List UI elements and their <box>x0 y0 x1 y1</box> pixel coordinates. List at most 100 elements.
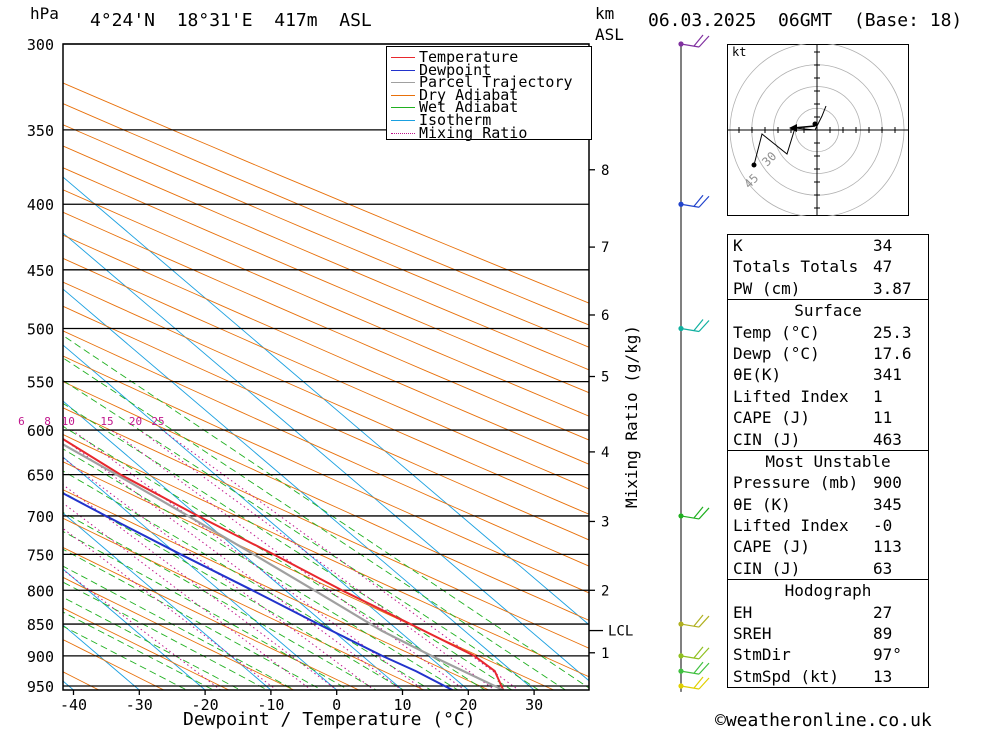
mixing-ratio-line <box>71 429 425 690</box>
wind-barb-flag <box>698 662 710 675</box>
isotherm-line <box>63 176 589 626</box>
footer-credit: ©weatheronline.co.uk <box>715 710 932 731</box>
wind-barb <box>680 614 710 628</box>
legend-entry: Isotherm <box>387 111 591 129</box>
row-value: 17.6 <box>873 343 912 363</box>
series-dewpoint-line <box>63 492 454 690</box>
surface-heading: Surface <box>728 299 928 321</box>
wind-barb-flag <box>698 320 710 332</box>
row-key: CAPE (J) <box>733 408 811 428</box>
row-key: SREH <box>733 624 772 644</box>
row-value: 341 <box>873 365 902 385</box>
isotherm-line <box>0 6 37 715</box>
wind-barb-shaft <box>680 685 700 690</box>
wet-adiabat-line <box>63 470 432 690</box>
lcl-label: LCL <box>608 624 633 640</box>
x-tick-label: -20 <box>192 696 219 714</box>
legend-swatch <box>391 120 415 121</box>
wind-barb-flag <box>693 614 704 627</box>
legend-entry: Dewpoint <box>387 62 591 77</box>
dry-adiabat-line <box>63 103 589 326</box>
table-row: StmDir 97° <box>728 644 928 665</box>
row-value: 27 <box>873 602 893 622</box>
mixing-ratio-line <box>63 457 376 690</box>
wet-adiabat-line <box>63 565 296 690</box>
wind-barb-flag <box>698 35 710 48</box>
dry-adiabat-line <box>63 381 589 621</box>
dry-adiabat-line <box>63 145 589 371</box>
pressure-tick-label: 850 <box>27 616 54 634</box>
row-value: 89 <box>873 624 893 644</box>
hodograph-surface-dot <box>812 121 818 127</box>
dry-adiabat-line <box>63 517 425 690</box>
wind-barb-shaft <box>680 655 700 660</box>
km-tick-label: 4 <box>601 445 609 461</box>
table-row: θE (K) 345 <box>728 494 928 515</box>
pressure-tick-label: 900 <box>27 648 54 666</box>
wet-adiabat-line <box>63 335 589 689</box>
row-key: K <box>733 236 743 255</box>
hodograph-top-dot <box>751 162 757 168</box>
row-key: Dewp (°C) <box>733 343 820 363</box>
pressure-tick-label: 550 <box>27 374 54 392</box>
mixing-ratio-axis-title: Mixing Ratio (g/kg) <box>622 324 641 508</box>
dry-adiabat-line <box>63 167 589 394</box>
wind-barb-flag <box>693 646 704 659</box>
legend-label: Mixing Ratio <box>419 123 528 142</box>
legend-swatch <box>391 107 415 109</box>
legend-label: Temperature <box>419 48 519 66</box>
table-row: PW (cm) 3.87 <box>728 278 928 299</box>
legend-label: Isotherm <box>419 111 492 129</box>
legend-entry: Mixing Ratio <box>387 123 591 142</box>
wet-adiabat-line <box>63 448 459 690</box>
datetime-title: 06.03.2025 06GMT (Base: 18) <box>648 10 963 31</box>
wind-barb-flag <box>698 615 710 628</box>
isotherm-line <box>63 344 469 690</box>
table-row: CIN (J) 63 <box>728 558 928 579</box>
x-tick-label: 30 <box>525 696 543 714</box>
dry-adiabat-line <box>63 189 589 417</box>
wind-level-dot <box>678 201 684 207</box>
wind-barb-shaft <box>680 203 700 208</box>
wind-barb <box>680 661 710 675</box>
wet-adiabat-line <box>63 548 323 690</box>
row-value: 113 <box>873 537 902 557</box>
dry-adiabat-line <box>63 576 295 690</box>
x-tick-label: -30 <box>126 696 153 714</box>
x-tick-label: 0 <box>332 696 341 714</box>
location-title: 4°24'N 18°31'E 417m ASL <box>90 10 372 31</box>
row-value: 900 <box>873 473 902 493</box>
wet-adiabat-line <box>63 530 350 690</box>
row-key: Temp (°C) <box>733 322 820 342</box>
legend-entry: Temperature <box>387 48 591 66</box>
row-key: StmSpd (kt) <box>733 666 839 686</box>
table-row: Dewp (°C) 17.6 <box>728 343 928 364</box>
storm-motion-arrowhead <box>789 124 797 132</box>
dry-adiabat-line <box>63 547 360 690</box>
table-row: StmSpd (kt) 13 <box>728 666 928 687</box>
row-value: 47 <box>873 257 893 277</box>
legend-swatch <box>391 69 415 71</box>
table-row: CAPE (J) 113 <box>728 536 928 557</box>
row-key: CIN (J) <box>733 558 801 578</box>
row-key: CAPE (J) <box>733 537 811 557</box>
pressure-tick-label: 400 <box>27 196 54 214</box>
wind-barb-shaft <box>680 43 700 48</box>
x-tick-label: 20 <box>459 696 477 714</box>
chart-legend: Temperature Dewpoint Parcel Trajectory Dry … <box>386 46 592 140</box>
mixing-ratio-line <box>110 429 466 690</box>
km-tick-label: 7 <box>601 240 609 256</box>
x-axis-title: Dewpoint / Temperature (°C) <box>183 709 476 730</box>
row-key: Pressure (mb) <box>733 473 859 493</box>
table-row: SREH 89 <box>728 623 928 644</box>
legend-entry: Wet Adiabat <box>387 100 591 115</box>
dry-adiabat-line <box>63 124 589 348</box>
pressure-tick-label: 700 <box>27 508 54 526</box>
dry-adiabat-line <box>63 489 490 690</box>
km-tick-label: 6 <box>601 308 609 324</box>
wind-barb-flag <box>693 506 704 519</box>
pressure-tick-label: 950 <box>27 678 54 696</box>
legend-label: Parcel Trajectory <box>419 73 573 92</box>
row-key: StmDir <box>733 645 791 665</box>
wind-barb-flag <box>693 34 704 47</box>
